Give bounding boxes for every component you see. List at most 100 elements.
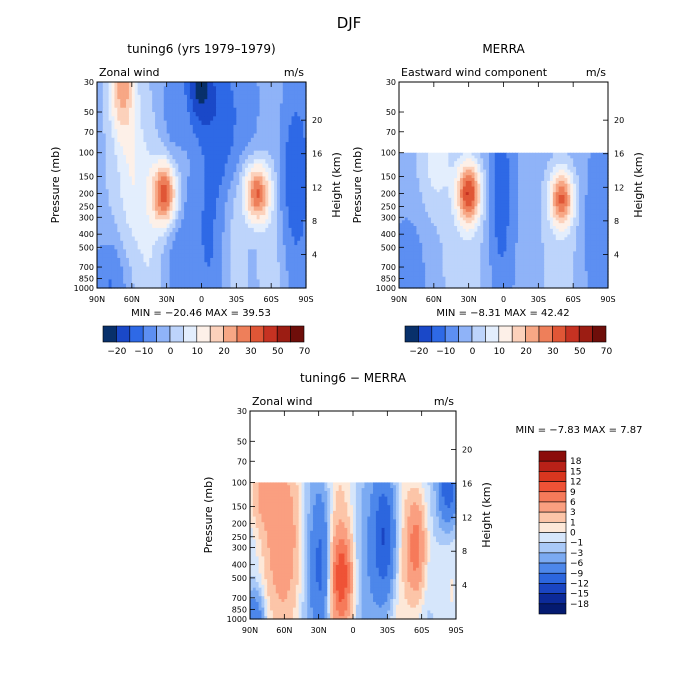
field-cell bbox=[178, 210, 182, 216]
field-cell bbox=[207, 86, 211, 92]
field-cell bbox=[282, 210, 287, 216]
field-cell bbox=[137, 266, 142, 272]
field-cell bbox=[529, 164, 534, 168]
field-cell bbox=[213, 154, 217, 160]
field-cell bbox=[561, 158, 566, 162]
field-cell bbox=[201, 103, 205, 109]
field-cell bbox=[541, 152, 545, 157]
field-cell bbox=[474, 155, 478, 159]
field-cell bbox=[123, 245, 127, 250]
field-cell bbox=[210, 232, 214, 238]
field-cell bbox=[140, 262, 145, 268]
field-cell bbox=[184, 133, 188, 139]
field-cell bbox=[140, 245, 145, 250]
field-cell bbox=[224, 112, 229, 117]
field-cell bbox=[445, 203, 449, 207]
field-cell bbox=[590, 161, 595, 165]
field-cell bbox=[201, 223, 205, 229]
field-cell bbox=[596, 178, 600, 182]
field-cell bbox=[477, 152, 481, 157]
field-cell bbox=[152, 137, 156, 143]
field-cell bbox=[155, 172, 159, 178]
field-cell bbox=[291, 94, 295, 100]
field-cell bbox=[192, 193, 197, 199]
field-cell bbox=[488, 192, 493, 196]
field-cell bbox=[271, 240, 275, 246]
field-cell bbox=[590, 155, 595, 159]
field-cell bbox=[401, 164, 406, 168]
field-cell bbox=[102, 215, 107, 220]
field-cell bbox=[210, 133, 214, 139]
field-cell bbox=[216, 137, 220, 143]
field-cell bbox=[239, 86, 243, 92]
field-cell bbox=[160, 90, 165, 96]
field-cell bbox=[454, 155, 458, 159]
field-cell bbox=[271, 236, 275, 242]
field-cell bbox=[239, 227, 243, 233]
field-cell bbox=[166, 193, 171, 199]
field-cell bbox=[247, 223, 252, 229]
field-cell bbox=[184, 116, 188, 122]
field-cell bbox=[192, 266, 197, 272]
field-cell bbox=[192, 172, 197, 178]
field-cell bbox=[288, 90, 293, 96]
field-cell bbox=[297, 185, 301, 190]
field-cell bbox=[134, 94, 139, 100]
field-cell bbox=[245, 107, 249, 113]
lat-tick-label: 30S bbox=[229, 295, 244, 304]
field-cell bbox=[509, 158, 513, 162]
field-cell bbox=[105, 154, 110, 160]
field-cell bbox=[448, 158, 452, 162]
field-cell bbox=[422, 155, 426, 159]
field-cell bbox=[291, 223, 295, 229]
field-cell bbox=[593, 195, 597, 199]
field-cell bbox=[599, 200, 603, 205]
field-cell bbox=[128, 133, 133, 139]
field-cell bbox=[239, 270, 243, 276]
field-cell bbox=[303, 210, 307, 216]
field-cell bbox=[262, 185, 266, 190]
field-cell bbox=[160, 206, 165, 212]
field-cell bbox=[276, 159, 281, 165]
field-cell bbox=[216, 154, 220, 160]
field-cell bbox=[160, 137, 165, 143]
field-cell bbox=[207, 266, 211, 272]
field-cell bbox=[285, 219, 290, 225]
field-cell bbox=[274, 193, 278, 199]
field-cell bbox=[102, 142, 107, 147]
field-cell bbox=[268, 150, 272, 156]
field-cell bbox=[410, 206, 415, 210]
field-cell bbox=[573, 155, 577, 159]
field-cell bbox=[128, 266, 133, 272]
field-cell bbox=[117, 103, 121, 109]
field-cell bbox=[567, 200, 571, 205]
field-cell bbox=[282, 279, 287, 285]
field-cell bbox=[230, 223, 235, 229]
field-cell bbox=[503, 178, 507, 182]
field-cell bbox=[221, 227, 226, 233]
field-cell bbox=[239, 90, 243, 96]
field-cell bbox=[230, 257, 235, 263]
field-cell bbox=[300, 197, 304, 203]
field-cell bbox=[128, 137, 133, 143]
field-cell bbox=[300, 180, 304, 186]
field-cell bbox=[291, 257, 295, 263]
field-cell bbox=[401, 195, 406, 199]
field-cell bbox=[134, 223, 139, 229]
field-cell bbox=[155, 257, 159, 263]
field-cell bbox=[128, 249, 133, 255]
field-cell bbox=[233, 253, 237, 259]
field-cell bbox=[207, 223, 211, 229]
field-cell bbox=[239, 189, 243, 195]
field-cell bbox=[126, 120, 130, 126]
field-cell bbox=[169, 253, 174, 259]
field-cell bbox=[137, 189, 142, 195]
field-cell bbox=[157, 163, 162, 169]
field-cell bbox=[288, 103, 293, 109]
field-cell bbox=[512, 206, 516, 210]
field-cell bbox=[570, 152, 574, 157]
field-cell bbox=[439, 161, 444, 165]
field-cell bbox=[291, 107, 295, 113]
field-cell bbox=[291, 232, 295, 238]
field-cell bbox=[169, 189, 174, 195]
